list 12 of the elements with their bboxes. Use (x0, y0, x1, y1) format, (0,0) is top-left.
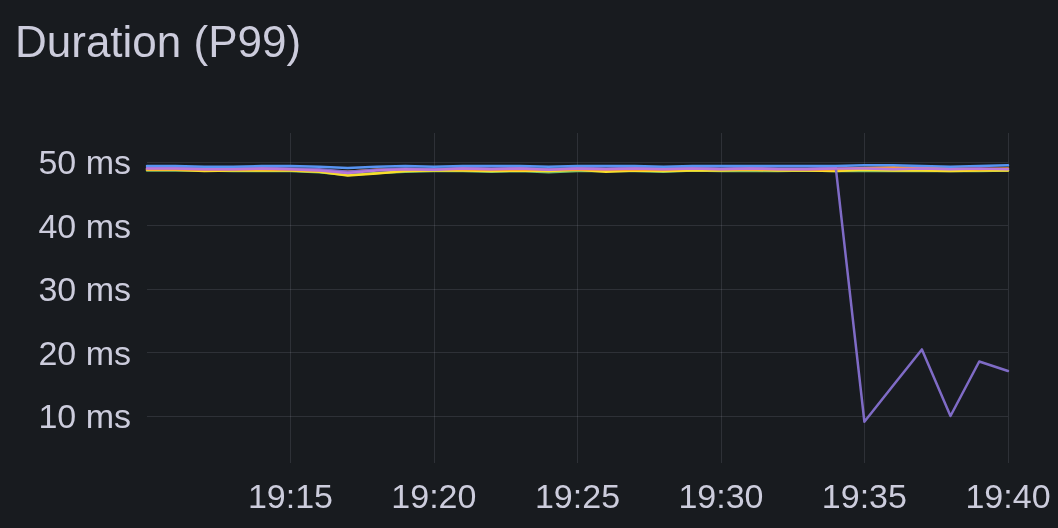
x-tick-label: 19:25 (534, 477, 621, 515)
x-tick-label: 19:20 (391, 477, 477, 515)
x-tick-label: 19:40 (965, 477, 1051, 515)
y-tick-label: 30 ms (38, 270, 131, 309)
x-tick-label: 19:30 (678, 477, 764, 515)
y-tick-label: 40 ms (38, 206, 131, 245)
x-tick-label: 19:15 (247, 477, 333, 515)
y-tick-label: 50 ms (38, 143, 131, 182)
chart-title: Duration (P99) (15, 16, 302, 66)
y-tick-label: 20 ms (38, 333, 131, 372)
y-tick-label: 10 ms (38, 397, 131, 436)
x-tick-label: 19:35 (821, 477, 907, 515)
